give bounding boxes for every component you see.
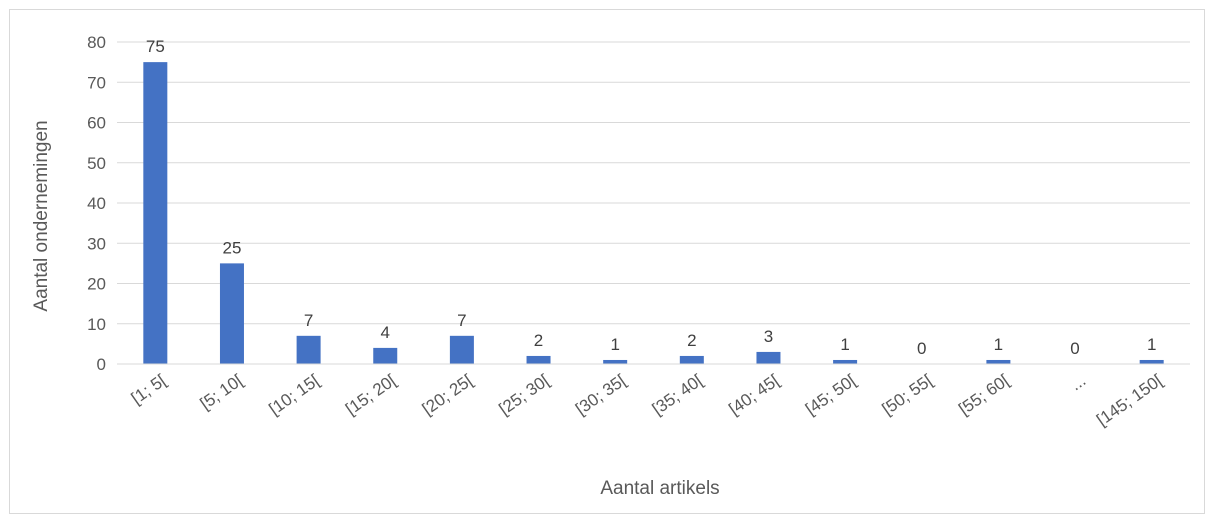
x-tick-label: [15; 20[ bbox=[342, 371, 400, 419]
data-label: 7 bbox=[304, 311, 313, 330]
x-tick-label: [45; 50[ bbox=[802, 371, 860, 419]
y-tick-label: 80 bbox=[87, 33, 106, 52]
y-tick-label: 60 bbox=[87, 114, 106, 133]
data-label: 1 bbox=[840, 335, 849, 354]
x-axis-ticks: [1; 5[ [5; 10[ [10; 15[ [15; 20[ [20; 25[ [25… bbox=[128, 371, 1166, 430]
x-tick-label: [10; 15[ bbox=[266, 371, 324, 419]
x-tick-label: ... bbox=[1067, 371, 1090, 395]
data-label: 1 bbox=[610, 335, 619, 354]
x-tick-label: [5; 10[ bbox=[197, 371, 247, 414]
y-tick-label: 30 bbox=[87, 234, 106, 253]
x-tick-label: [35; 40[ bbox=[649, 371, 707, 419]
bar bbox=[526, 355, 551, 364]
x-tick-label: [40; 45[ bbox=[725, 371, 783, 419]
data-label: 25 bbox=[223, 238, 242, 257]
y-tick-label: 20 bbox=[87, 275, 106, 294]
x-tick-label: [55; 60[ bbox=[955, 371, 1013, 419]
bar bbox=[679, 355, 704, 364]
data-label: 7 bbox=[457, 311, 466, 330]
y-tick-label: 40 bbox=[87, 194, 106, 213]
data-label: 2 bbox=[534, 331, 543, 350]
bar bbox=[1139, 359, 1164, 364]
bar bbox=[143, 62, 168, 364]
gridlines bbox=[117, 41, 1190, 325]
data-label: 75 bbox=[146, 37, 165, 56]
x-tick-label: [20; 25[ bbox=[419, 371, 477, 419]
data-labels: 75 25 7 4 7 2 1 2 3 1 0 1 0 1 bbox=[146, 37, 1157, 358]
data-label: 2 bbox=[687, 331, 696, 350]
y-tick-label: 0 bbox=[97, 355, 106, 374]
x-tick-label: [30; 35[ bbox=[572, 371, 630, 419]
y-tick-label: 50 bbox=[87, 154, 106, 173]
y-tick-label: 70 bbox=[87, 73, 106, 92]
bar bbox=[986, 359, 1011, 364]
bar bbox=[449, 335, 474, 364]
data-label: 1 bbox=[1147, 335, 1156, 354]
data-label: 0 bbox=[917, 339, 926, 358]
y-axis-title: Aantal ondernemingen bbox=[31, 120, 52, 311]
bar bbox=[296, 335, 321, 364]
bars bbox=[143, 62, 1164, 364]
bar bbox=[603, 359, 628, 364]
data-label: 0 bbox=[1070, 339, 1079, 358]
chart-frame bbox=[9, 9, 1205, 514]
x-tick-label: [50; 55[ bbox=[879, 371, 937, 419]
bar bbox=[373, 347, 398, 364]
x-tick-label: [25; 30[ bbox=[495, 371, 553, 419]
bar bbox=[219, 263, 244, 364]
data-label: 3 bbox=[764, 327, 773, 346]
y-tick-label: 10 bbox=[87, 315, 106, 334]
data-label: 1 bbox=[994, 335, 1003, 354]
y-axis-ticks: 0 10 20 30 40 50 60 70 80 bbox=[87, 33, 106, 374]
bar bbox=[833, 359, 858, 364]
x-tick-label: [1; 5[ bbox=[128, 371, 170, 408]
bar bbox=[756, 351, 781, 364]
x-axis-title: Aantal artikels bbox=[600, 478, 719, 499]
x-tick-label: [145; 150[ bbox=[1093, 371, 1166, 430]
data-label: 4 bbox=[381, 323, 390, 342]
